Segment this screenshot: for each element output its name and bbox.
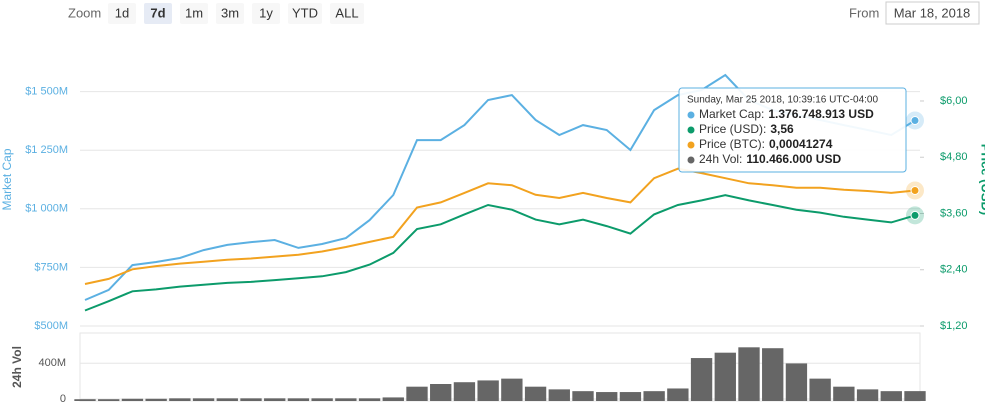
tooltip-bullet [687, 156, 695, 164]
volume-bar [240, 398, 262, 401]
tooltip-header: Sunday, Mar 25 2018, 10:39:16 UTC-04:00 [687, 95, 878, 106]
tooltip-bullet [687, 141, 695, 149]
volume-bar [192, 398, 215, 401]
volume-bar [809, 378, 831, 401]
y-axis-title: Market Cap [0, 148, 14, 210]
tooltip-value: 3,56 [770, 122, 794, 136]
series-line [84, 194, 916, 312]
tooltip-value: 110.466.000 USD [746, 152, 841, 166]
volume-bar [667, 388, 689, 401]
volume-bar [643, 391, 665, 401]
y2-axis-title: Price (USD) [979, 144, 985, 216]
tooltip-value: 1.376.748.913 USD [768, 107, 874, 121]
volume-bar [880, 391, 902, 401]
y-tick-label: $1 250M [25, 144, 68, 156]
y2-tick-label: $6,00 [940, 95, 968, 107]
y2-tick-label: $4,80 [940, 151, 968, 163]
volume-bar [690, 358, 713, 401]
zoom-button[interactable] [330, 3, 364, 24]
hover-point [910, 185, 920, 195]
volume-bar [121, 398, 144, 401]
volume-bar [738, 347, 760, 401]
zoom-button-label[interactable]: 1m [185, 5, 203, 20]
tooltip-label: Price (BTC): [699, 137, 765, 151]
zoom-button-label[interactable]: 1y [259, 5, 273, 20]
volume-bar [453, 382, 476, 401]
zoom-button[interactable] [252, 3, 280, 24]
tooltip-bullet [687, 126, 695, 134]
zoom-button[interactable] [144, 3, 172, 24]
volume-bar [406, 386, 428, 401]
y-axis-title: 24h Vol [10, 346, 24, 388]
y2-tick-label: $3,60 [940, 207, 968, 219]
tooltip-label: Price (USD): [699, 122, 766, 136]
zoom-button-label[interactable]: YTD [292, 5, 318, 20]
series-line [84, 167, 916, 285]
volume-bar [856, 389, 879, 401]
volume-bar [169, 398, 191, 401]
tooltip-bullet [687, 111, 695, 119]
volume-bar [98, 399, 120, 401]
tooltip-box [678, 87, 907, 173]
y-tick-label: $500M [34, 320, 68, 332]
tooltip-label: Market Cap: [699, 107, 764, 121]
y2-tick-label: $1,20 [940, 320, 968, 332]
volume-bar [548, 389, 570, 401]
volume-bar [382, 397, 404, 401]
y-tick-label: $1 000M [25, 203, 68, 215]
y2-tick-label: $2,40 [940, 264, 968, 276]
zoom-button-label[interactable]: 1d [115, 5, 129, 20]
y-tick-label: 400M [38, 357, 66, 369]
zoom-button[interactable] [180, 3, 208, 24]
y-tick-label: $1 500M [25, 86, 68, 98]
volume-bar [904, 391, 926, 401]
volume-bar [833, 386, 855, 401]
volume-bar [785, 363, 808, 401]
tooltip-value: 0,00041274 [769, 137, 833, 151]
hover-point [910, 115, 920, 125]
volume-bar [74, 399, 96, 401]
volume-bar [477, 380, 499, 401]
zoom-label: Zoom [68, 5, 101, 20]
zoom-button[interactable] [288, 3, 322, 24]
zoom-button[interactable] [216, 3, 244, 24]
from-input[interactable] [885, 1, 980, 25]
volume-bar [145, 398, 167, 401]
volume-bar [596, 392, 618, 401]
volume-bar [335, 398, 357, 401]
y-tick-label: $750M [34, 261, 68, 273]
volume-bar [501, 378, 523, 401]
volume-bar [264, 398, 286, 401]
zoom-button[interactable] [108, 3, 136, 24]
zoom-button-label[interactable]: 7d [150, 5, 165, 20]
hover-point [910, 210, 920, 220]
volume-bar [216, 398, 238, 401]
tooltip-label: 24h Vol: [699, 152, 742, 166]
y-tick-label: 0 [60, 393, 66, 405]
volume-bar [714, 352, 736, 401]
volume-bar [524, 386, 547, 401]
volume-bar [762, 348, 784, 401]
from-value[interactable]: Mar 18, 2018 [894, 5, 971, 20]
volume-bar [619, 392, 642, 401]
volume-bar [287, 398, 310, 401]
zoom-button-label[interactable]: 3m [221, 5, 239, 20]
volume-bar [572, 391, 594, 401]
volume-bar [358, 398, 381, 401]
zoom-button-label[interactable]: ALL [335, 5, 358, 20]
volume-bar [430, 384, 452, 401]
volume-bar [311, 398, 333, 401]
volume-frame [79, 332, 921, 402]
from-label: From [849, 5, 879, 20]
